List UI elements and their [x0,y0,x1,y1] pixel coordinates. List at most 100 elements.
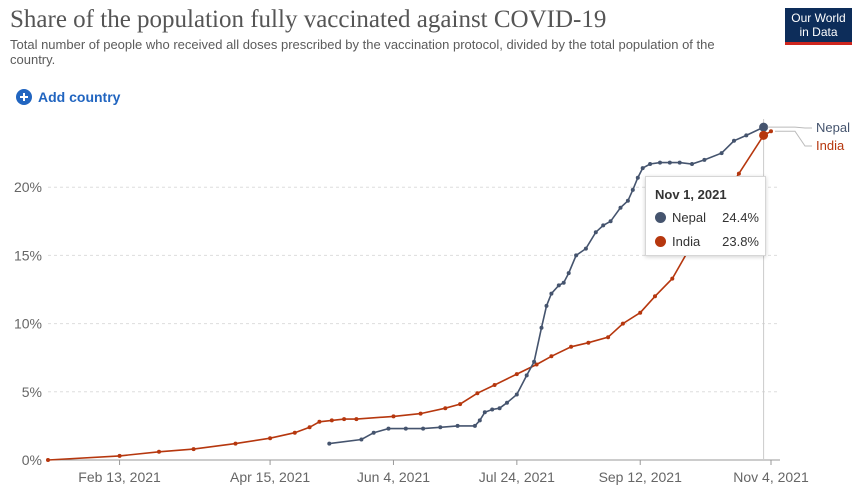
data-point-india [769,129,773,134]
data-point-nepal [630,187,635,192]
tooltip-series-value: 23.8% [722,234,759,249]
end-label-connector [767,126,812,129]
data-point-nepal [574,253,579,258]
tooltip-row-india: India 23.8% [655,234,759,249]
data-point-india [391,414,396,419]
data-point-india [475,391,480,396]
end-label-india: India [816,138,845,153]
hover-marker-india [759,130,769,140]
data-point-nepal [593,230,598,235]
data-point-india [268,436,273,441]
data-point-nepal [472,423,477,428]
data-point-nepal [625,198,630,203]
data-point-nepal [327,441,332,446]
end-label-nepal: Nepal [816,120,850,135]
data-point-nepal [640,166,645,171]
data-point-nepal [732,138,736,143]
data-point-nepal [667,160,672,165]
data-point-india [354,417,359,422]
data-point-nepal [556,283,561,288]
x-tick-label: Jun 4, 2021 [357,469,430,485]
data-point-nepal [648,162,653,166]
data-point-india [317,419,322,424]
chart-tooltip: Nov 1, 2021 Nepal 24.4% India 23.8% [645,176,766,256]
chart-subtitle: Total number of people who received all … [10,37,715,67]
data-point-nepal [514,392,519,397]
logo-line-2: in Data [799,25,838,39]
data-point-india [443,406,448,411]
data-point-nepal [635,175,640,180]
data-point-nepal [497,406,502,411]
data-point-nepal [719,151,724,156]
tooltip-date: Nov 1, 2021 [655,187,727,202]
series-line-india [47,130,772,461]
data-point-india [514,372,519,377]
data-point-nepal [421,426,426,431]
data-point-india [191,447,196,452]
owid-logo[interactable]: Our World in Data [785,8,852,45]
y-tick-label: 20% [14,179,42,195]
data-point-india [620,321,625,326]
data-point-india [458,402,463,407]
data-point-india [638,310,643,315]
data-point-nepal [505,400,509,405]
data-point-india [534,362,539,367]
data-point-india [569,344,574,349]
add-country-button[interactable]: Add country [16,87,120,107]
y-tick-label: 10% [14,316,42,332]
add-country-label: Add country [38,89,121,105]
data-point-nepal [482,410,487,415]
data-point-india [233,441,238,446]
data-point-nepal [524,373,529,378]
data-point-nepal [601,223,606,228]
data-point-nepal [539,325,544,330]
hover-marker-nepal [759,122,769,132]
data-point-nepal [566,271,571,276]
india-dot-icon [655,236,666,247]
data-point-nepal [561,280,566,285]
data-point-india [46,458,50,462]
data-point-nepal [438,425,443,430]
data-point-nepal [371,430,376,435]
data-point-nepal [477,418,482,423]
tooltip-series-value: 24.4% [722,210,759,225]
series-line-nepal [329,126,764,445]
logo-line-1: Our World [791,11,846,25]
data-point-nepal [690,162,694,166]
data-point-nepal [490,407,495,412]
data-point-nepal [677,160,682,165]
data-point-nepal [359,437,364,442]
data-point-nepal [583,246,588,251]
x-tick-label: Sep 12, 2021 [599,469,683,485]
data-point-india [307,425,312,430]
data-point-nepal [544,303,549,308]
data-point-india [586,340,591,345]
y-tick-label: 0% [22,452,42,468]
data-point-nepal [702,157,707,162]
y-tick-label: 5% [22,384,42,400]
data-point-india [117,453,122,458]
data-point-india [670,276,675,281]
tooltip-row-nepal: Nepal 24.4% [655,210,759,225]
data-point-india [329,418,334,423]
chart-title: Share of the population fully vaccinated… [10,6,607,33]
end-label-connector [775,130,812,147]
data-point-india [292,430,297,435]
data-point-nepal [744,133,749,138]
y-tick-label: 15% [14,247,42,263]
data-point-nepal [386,426,391,431]
x-tick-label: Nov 4, 2021 [733,469,809,485]
x-tick-label: Feb 13, 2021 [78,469,161,485]
data-point-nepal [618,205,623,210]
data-point-india [549,354,554,359]
x-tick-label: Apr 15, 2021 [230,469,310,485]
data-point-india [157,449,161,454]
nepal-dot-icon [655,212,666,223]
data-point-india [653,294,657,299]
data-point-nepal [403,426,408,431]
data-point-india [418,411,423,416]
data-point-nepal [532,359,537,364]
data-point-india [606,335,611,340]
data-point-nepal [549,291,554,296]
